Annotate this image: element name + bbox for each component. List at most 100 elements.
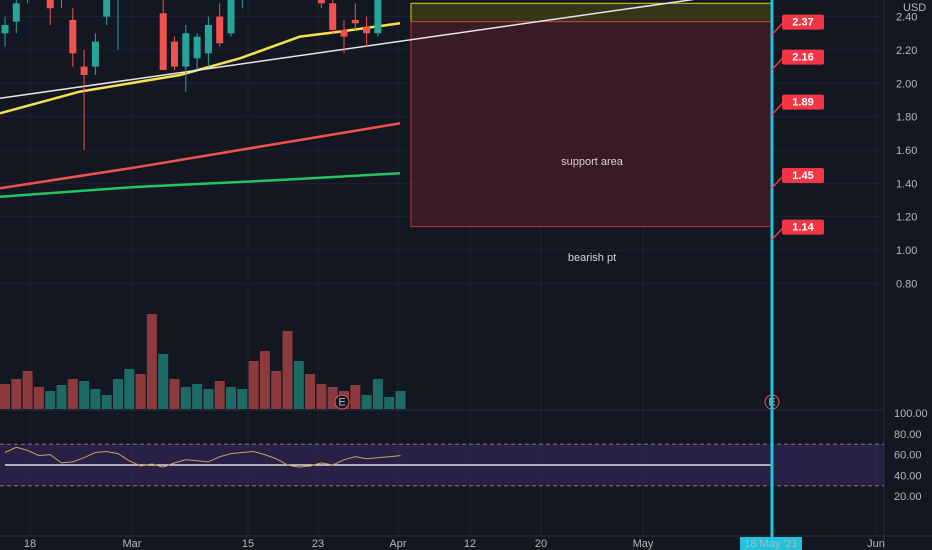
target-tag-value: 1.89 [792, 97, 813, 109]
earnings-marker [334, 394, 350, 410]
candle-body [193, 36, 201, 59]
volume-bar [192, 384, 203, 409]
candle-body [227, 0, 235, 34]
candle-body [80, 66, 88, 75]
volume-bar [45, 391, 56, 409]
x-tick-label: 18 [24, 538, 36, 550]
price-tick-label: 2.00 [896, 78, 917, 90]
volume-bar [372, 379, 383, 409]
volume-bar [271, 371, 282, 409]
target-tag[interactable] [782, 94, 824, 110]
moving-average-line [0, 172, 401, 198]
candle-body [351, 19, 359, 24]
volume-bar [293, 361, 304, 409]
support-area-label: support area [561, 156, 624, 168]
support-area-zone [410, 2, 773, 23]
target-tag[interactable] [782, 49, 824, 65]
target-tags[interactable]: 3.112.372.161.891.451.14 [771, 0, 824, 241]
lower-trend-line[interactable] [0, 0, 772, 100]
price-tick-label: 1.20 [896, 212, 917, 224]
candle-body [103, 0, 111, 17]
candles [1, 0, 382, 150]
volume-bar [124, 369, 135, 409]
x-tick-label: Jun [867, 538, 885, 550]
price-tick-label: 2.20 [896, 45, 917, 57]
volume-bar [11, 379, 22, 409]
x-tick-label: Mar [123, 538, 142, 550]
volume-bar [226, 387, 236, 409]
volume-bar [395, 391, 406, 409]
currency-label: USD [903, 2, 926, 14]
crosshair-date-tag [740, 537, 802, 550]
x-tick-label: 23 [312, 538, 324, 550]
bearish-zone [410, 21, 773, 228]
target-tag[interactable] [782, 167, 824, 183]
target-tag[interactable] [782, 219, 824, 235]
moving-averages [0, 22, 401, 198]
price-tick-label: 1.80 [896, 112, 917, 124]
candle-body [12, 3, 20, 22]
volume-bar [282, 331, 293, 409]
price-tick-label: 1.00 [896, 245, 917, 257]
target-tag-value: 1.14 [792, 222, 814, 234]
candle-body [317, 0, 325, 4]
x-tick-label: Apr [389, 538, 406, 550]
candle-body [204, 24, 212, 54]
volume-bar [79, 381, 90, 409]
price-tick-label: 0.80 [896, 278, 917, 290]
annotation-zones [410, 2, 773, 228]
candle-body [340, 29, 348, 37]
volume-bar [237, 389, 248, 409]
volume-bar [305, 374, 316, 409]
volume-bar [135, 374, 146, 409]
volume-bar [169, 379, 180, 409]
candle-body [329, 3, 337, 30]
volume-bar [203, 389, 214, 409]
rsi-pane [0, 443, 884, 487]
candle-body [363, 26, 371, 34]
moving-average-line [0, 22, 401, 115]
bearish-pt-label: bearish pt [568, 252, 616, 264]
trend-lines[interactable] [0, 0, 772, 100]
x-tick-label: 12 [464, 538, 476, 550]
volume-bar [350, 385, 361, 409]
volume-bar [146, 314, 157, 409]
volume-bar [113, 379, 123, 409]
target-tag-value: 2.37 [792, 17, 813, 29]
price-tick-label: 1.60 [896, 145, 917, 157]
x-tick-label: 20 [535, 538, 547, 550]
volume-bar [248, 361, 259, 409]
target-tag[interactable] [782, 14, 824, 30]
candle-body [374, 0, 382, 34]
volume-bar [0, 384, 10, 409]
volume-bar [259, 351, 270, 409]
moving-average-line [0, 122, 401, 190]
rsi-line [4, 446, 401, 468]
volume-bar [33, 387, 44, 409]
rsi-tick-label: 20.00 [894, 491, 922, 503]
volume-bars: EE [0, 314, 780, 410]
candle-body [159, 13, 167, 70]
volume-bar [101, 395, 112, 409]
x-tick-label: May [633, 538, 654, 550]
axes: USD support area bearish pt 3.403.203.00… [24, 2, 928, 550]
volume-bar [158, 354, 169, 409]
candle-body [91, 41, 99, 67]
volume-bar [22, 371, 33, 409]
candle-body [1, 24, 9, 34]
candle-body [216, 16, 224, 44]
price-tick-label: 2.40 [896, 12, 917, 24]
volume-bar [214, 381, 225, 409]
candle-body [171, 41, 178, 67]
price-tick-label: 1.40 [896, 178, 917, 190]
rsi-tick-label: 100.00 [894, 408, 928, 420]
volume-bar [180, 387, 191, 409]
crosshair-date-label: 18 May '21 [744, 538, 797, 550]
volume-bar [67, 379, 78, 409]
earnings-marker-label: E [338, 397, 345, 409]
candle-body [182, 33, 190, 67]
x-tick-label: 15 [242, 538, 254, 550]
volume-bar [90, 389, 101, 409]
target-tag-value: 1.45 [792, 170, 813, 182]
